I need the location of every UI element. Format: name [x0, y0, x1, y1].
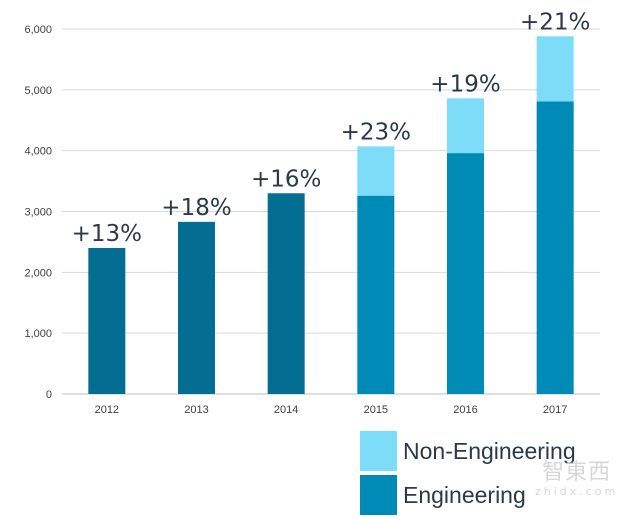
growth-label: +21% — [520, 9, 590, 35]
x-tick-label: 2016 — [453, 404, 477, 416]
watermark-subtext: zhidx.com — [535, 485, 619, 498]
growth-label: +13% — [72, 221, 142, 247]
growth-label: +19% — [430, 71, 500, 97]
y-tick-label: 3,000 — [24, 207, 52, 219]
x-axis: 2012 2013 2014 2015 2016 2017 — [95, 404, 568, 416]
legend-item-engineering: Engineering — [360, 475, 576, 515]
bar-engineering — [536, 101, 574, 395]
growth-labels: +13% +18% +16% +23% +19% +21% — [72, 9, 591, 247]
legend-item-non-engineering: Non-Engineering — [360, 431, 576, 471]
y-tick-label: 4,000 — [24, 146, 52, 158]
bar-engineering — [178, 221, 215, 394]
bar-non-engineering — [447, 98, 484, 154]
legend-swatch-non-engineering — [360, 431, 397, 471]
x-tick-label: 2015 — [364, 404, 388, 416]
legend-swatch-engineering — [360, 475, 397, 515]
gridlines — [62, 28, 600, 395]
legend: Non-Engineering Engineering — [360, 431, 576, 519]
x-tick-label: 2017 — [543, 404, 567, 416]
bar-engineering — [357, 195, 395, 394]
growth-label: +16% — [251, 166, 321, 192]
growth-label: +18% — [161, 195, 231, 221]
stacked-bar-chart: 0 1,000 2,000 3,000 4,000 5,000 6,000 2012 2013… — [24, 9, 600, 416]
bar-non-engineering — [536, 36, 574, 102]
growth-label: +23% — [341, 119, 411, 145]
watermark-logo: 智東西 zhidx.com — [535, 460, 619, 499]
x-tick-label: 2012 — [95, 404, 119, 416]
y-tick-label: 5,000 — [24, 85, 52, 97]
y-tick-label: 2,000 — [24, 267, 52, 279]
bars — [88, 36, 574, 395]
y-axis: 0 1,000 2,000 3,000 4,000 5,000 6,000 — [24, 24, 52, 401]
y-tick-label: 0 — [46, 389, 52, 401]
watermark-text: 智東西 — [542, 460, 612, 485]
bar-engineering — [447, 153, 484, 394]
legend-label-non-engineering: Non-Engineering — [403, 437, 576, 464]
bar-non-engineering — [357, 146, 395, 196]
x-tick-label: 2014 — [274, 404, 298, 416]
y-tick-label: 1,000 — [24, 328, 52, 340]
legend-label-engineering: Engineering — [403, 481, 526, 508]
x-tick-label: 2013 — [184, 404, 208, 416]
y-tick-label: 6,000 — [24, 24, 52, 36]
bar-engineering — [267, 193, 305, 394]
bar-engineering — [88, 248, 126, 394]
